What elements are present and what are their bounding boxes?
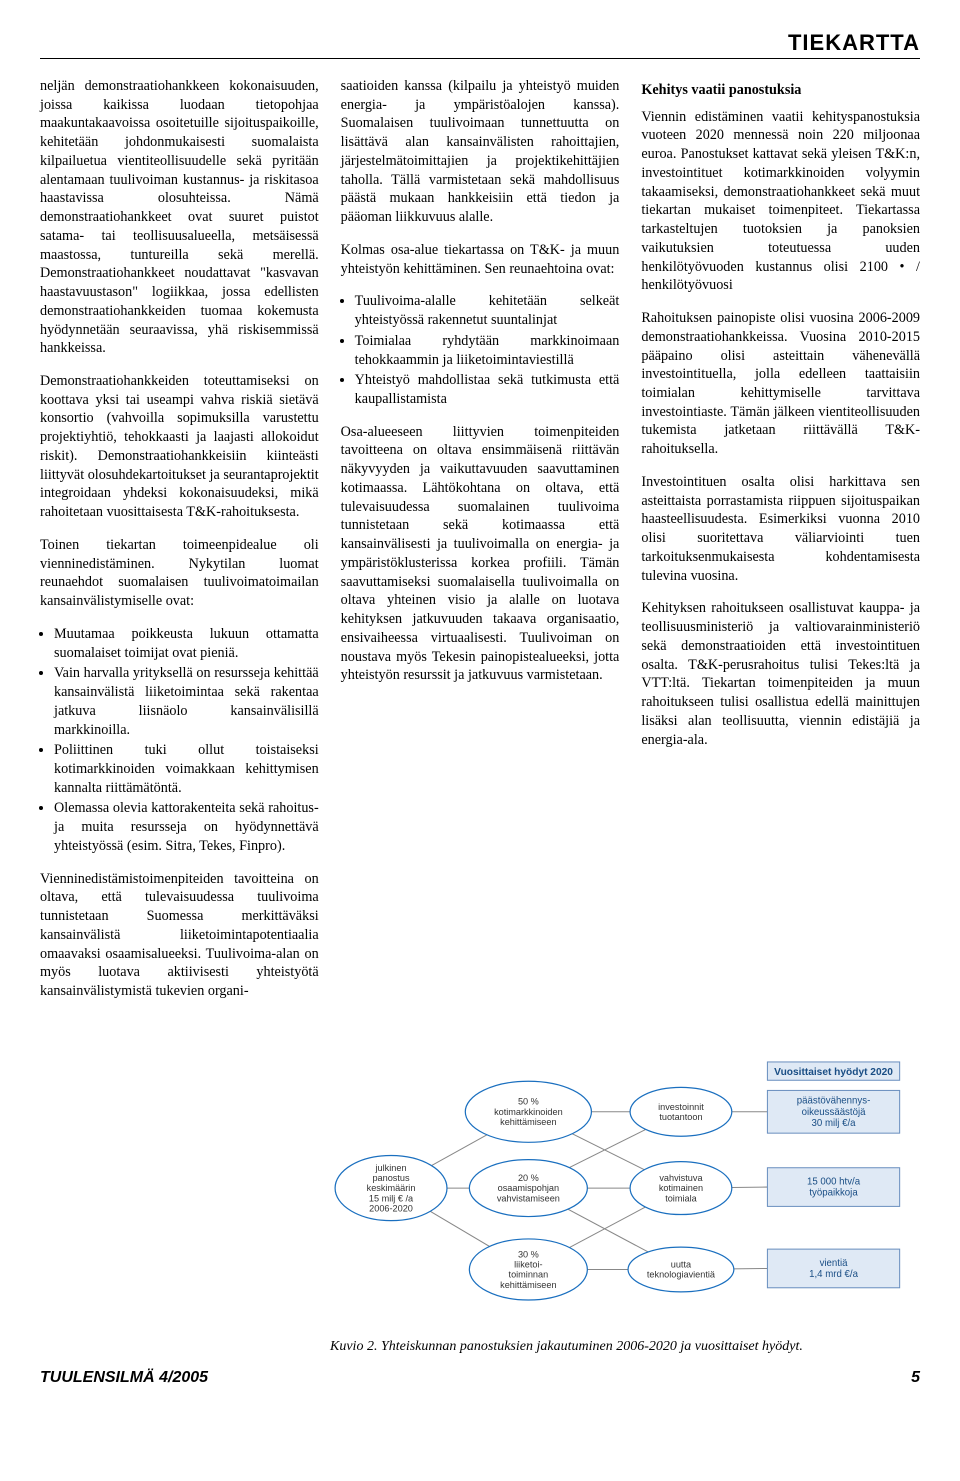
paragraph: Kehityksen rahoitukseen osallistuvat kau… (641, 599, 920, 749)
paragraph: Investointituen osalta olisi harkittava … (641, 473, 920, 585)
list-item: Vain harvalla yrityksellä on resursseja … (54, 664, 319, 739)
svg-text:50 %: 50 % (518, 1096, 539, 1106)
svg-text:vahvistamiseen: vahvistamiseen (497, 1193, 560, 1203)
svg-text:oikeussäästöjä: oikeussäästöjä (802, 1107, 867, 1118)
subsection-heading: Kehitys vaatii panostuksia (641, 81, 920, 100)
footer-left: TUULENSILMÄ 4/2005 (40, 1369, 208, 1387)
svg-text:työpaikkoja: työpaikkoja (809, 1187, 858, 1198)
paragraph: Toinen tiekartan toimeenpidealue oli vie… (40, 536, 319, 611)
diagram-container: Vuosittaiset hyödyt 2020 julkinenpanostus… (330, 1033, 920, 1355)
paragraph: Kolmas osa-alue tiekartassa on T&K- ja m… (341, 241, 620, 278)
svg-text:20 %: 20 % (518, 1173, 539, 1183)
svg-text:30 %: 30 % (518, 1249, 539, 1259)
paragraph: Osa-alueeseen liittyvien toimenpiteiden … (341, 423, 620, 685)
svg-text:15 000 htv/a: 15 000 htv/a (807, 1176, 861, 1187)
svg-text:toimiala: toimiala (665, 1193, 697, 1203)
bullet-list: Muutamaa poikkeusta lukuun ottamatta suo… (40, 625, 319, 856)
column-2: saatioiden kanssa (kilpailu ja yhteistyö… (341, 77, 620, 1015)
svg-text:30 milj €/a: 30 milj €/a (812, 1118, 857, 1129)
text-columns: neljän demonstraatiohankkeen kokonaisuud… (40, 77, 920, 1015)
svg-text:keskimäärin: keskimäärin (367, 1183, 416, 1193)
list-item: Muutamaa poikkeusta lukuun ottamatta suo… (54, 625, 319, 662)
paragraph: Viennin edistäminen vaatii kehityspanost… (641, 108, 920, 295)
svg-text:vahvistuva: vahvistuva (659, 1173, 703, 1183)
svg-text:osaamispohjan: osaamispohjan (498, 1183, 560, 1193)
svg-text:kehittämiseen: kehittämiseen (500, 1280, 556, 1290)
section-header: TIEKARTTA (40, 30, 920, 59)
footer-page-number: 5 (911, 1369, 920, 1387)
svg-text:liiketoi-: liiketoi- (514, 1259, 542, 1269)
list-item: Olemassa olevia kattorakenteita sekä rah… (54, 799, 319, 855)
svg-text:päästövähennys-: päästövähennys- (797, 1095, 871, 1106)
figure-caption: Kuvio 2. Yhteiskunnan panostuksien jakau… (330, 1339, 920, 1355)
svg-text:teknologiavientiä: teknologiavientiä (647, 1269, 716, 1279)
paragraph: neljän demonstraatiohankkeen kokonaisuud… (40, 77, 319, 358)
svg-text:2006-2020: 2006-2020 (369, 1203, 413, 1213)
page: TIEKARTTA neljän demonstraatiohankkeen k… (0, 0, 960, 1407)
svg-text:15 milj € /a: 15 milj € /a (369, 1193, 414, 1203)
svg-text:kotimarkkinoiden: kotimarkkinoiden (494, 1107, 563, 1117)
bullet-list: Tuulivoima-alalle kehitetään selkeät yht… (341, 292, 620, 408)
svg-text:vientiä: vientiä (820, 1258, 849, 1269)
svg-text:toiminnan: toiminnan (509, 1269, 549, 1279)
svg-text:panostus: panostus (372, 1173, 410, 1183)
column-1: neljän demonstraatiohankkeen kokonaisuud… (40, 77, 319, 1015)
svg-text:Vuosittaiset hyödyt 2020: Vuosittaiset hyödyt 2020 (774, 1067, 893, 1078)
svg-text:julkinen: julkinen (375, 1163, 407, 1173)
paragraph: Rahoituksen painopiste olisi vuosina 200… (641, 309, 920, 459)
paragraph: saatioiden kanssa (kilpailu ja yhteistyö… (341, 77, 620, 227)
svg-text:uutta: uutta (671, 1259, 692, 1269)
svg-text:1,4 mrd €/a: 1,4 mrd €/a (809, 1269, 858, 1280)
column-3: Kehitys vaatii panostuksia Viennin edist… (641, 77, 920, 1015)
svg-text:kehittämiseen: kehittämiseen (500, 1117, 556, 1127)
svg-text:kotimainen: kotimainen (659, 1183, 703, 1193)
paragraph: Vienninedistämistoimenpiteiden tavoittei… (40, 870, 319, 1001)
list-item: Tuulivoima-alalle kehitetään selkeät yht… (355, 292, 620, 329)
list-item: Toimialaa ryhdytään markkinoimaan tehokk… (355, 332, 620, 369)
paragraph: Demonstraatiohankkeiden toteuttamiseksi … (40, 372, 319, 522)
list-item: Poliittinen tuki ollut toistaiseksi koti… (54, 741, 319, 797)
page-footer: TUULENSILMÄ 4/2005 5 (40, 1369, 920, 1387)
list-item: Yhteistyö mahdollistaa sekä tutkimusta e… (355, 371, 620, 408)
svg-text:investoinnit: investoinnit (658, 1102, 704, 1112)
svg-text:tuotantoon: tuotantoon (659, 1112, 702, 1122)
flow-diagram: Vuosittaiset hyödyt 2020 julkinenpanostus… (330, 1033, 920, 1333)
